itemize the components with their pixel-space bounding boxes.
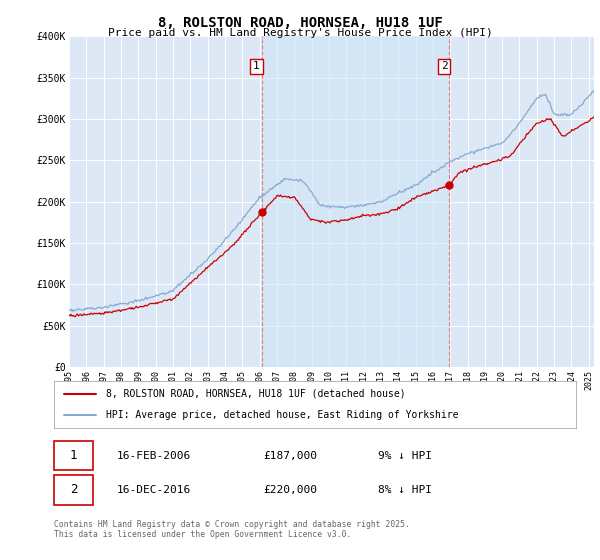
Text: 8% ↓ HPI: 8% ↓ HPI (377, 485, 431, 495)
Text: 2: 2 (441, 62, 448, 72)
Point (257, 208, 266, 217)
Text: 2: 2 (70, 483, 77, 497)
Bar (262, 36, 449, 367)
Text: HPI: Average price, detached house, East Riding of Yorkshire: HPI: Average price, detached house, East… (106, 410, 459, 420)
Text: 1: 1 (70, 449, 77, 462)
Text: 16-DEC-2016: 16-DEC-2016 (116, 485, 191, 495)
FancyBboxPatch shape (54, 475, 93, 505)
Text: 8, ROLSTON ROAD, HORNSEA, HU18 1UF (detached house): 8, ROLSTON ROAD, HORNSEA, HU18 1UF (deta… (106, 389, 406, 399)
Text: Price paid vs. HM Land Registry's House Price Index (HPI): Price paid vs. HM Land Registry's House … (107, 28, 493, 38)
Point (445, 180, 454, 189)
Text: 1: 1 (253, 62, 260, 72)
FancyBboxPatch shape (54, 441, 93, 470)
Text: £187,000: £187,000 (263, 451, 317, 461)
Text: 16-FEB-2006: 16-FEB-2006 (116, 451, 191, 461)
Text: 8, ROLSTON ROAD, HORNSEA, HU18 1UF: 8, ROLSTON ROAD, HORNSEA, HU18 1UF (158, 16, 442, 30)
Text: £220,000: £220,000 (263, 485, 317, 495)
Text: 9% ↓ HPI: 9% ↓ HPI (377, 451, 431, 461)
Text: Contains HM Land Registry data © Crown copyright and database right 2025.
This d: Contains HM Land Registry data © Crown c… (54, 520, 410, 539)
